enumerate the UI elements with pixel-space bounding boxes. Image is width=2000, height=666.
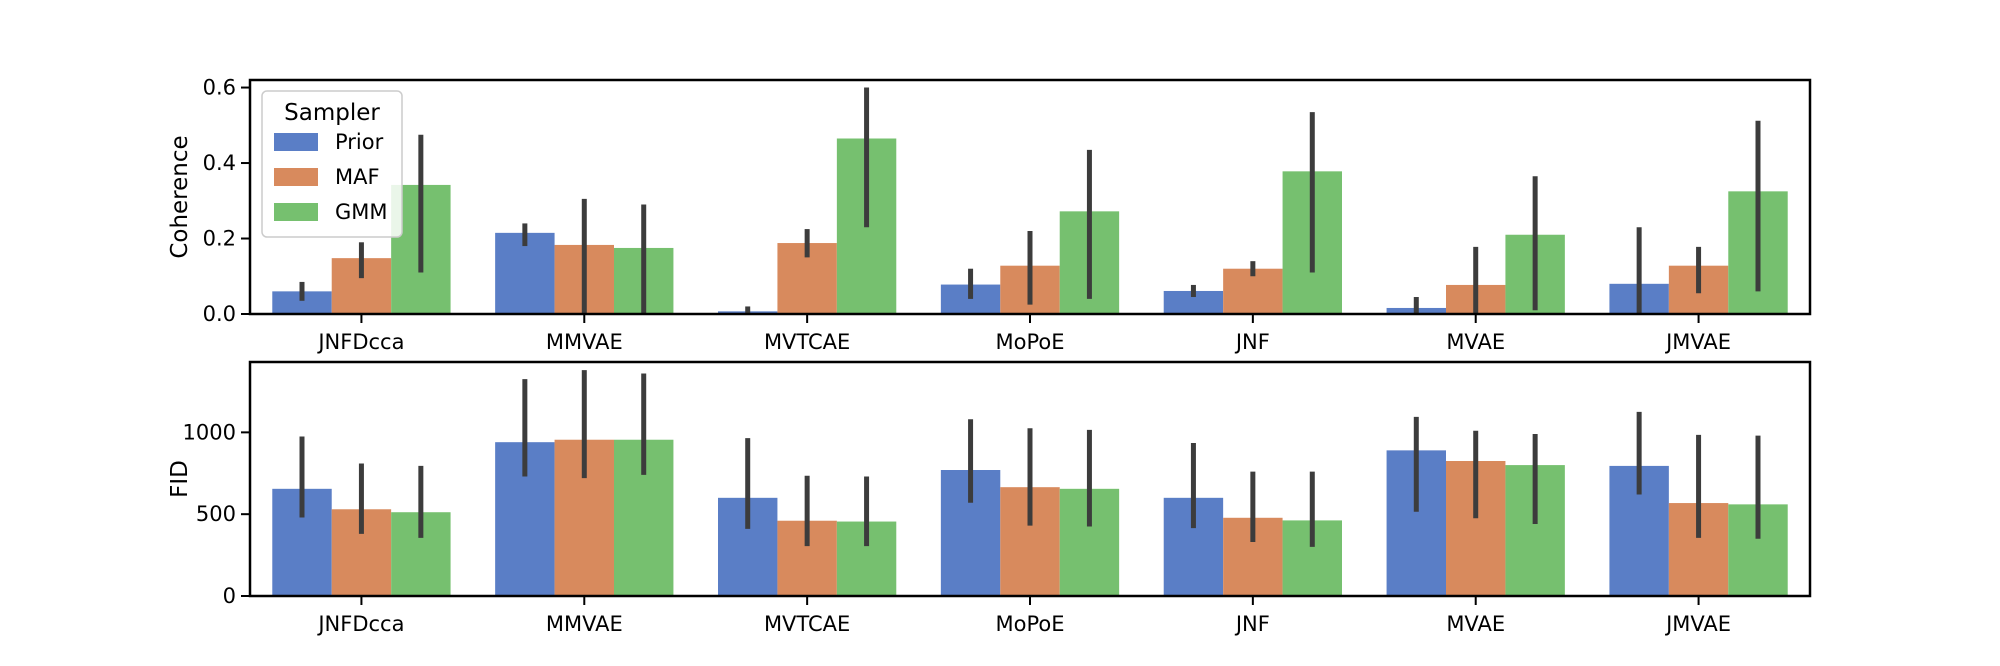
x-tick-label: JNF [1234, 612, 1270, 636]
x-tick-label: MVTCAE [764, 612, 850, 636]
bar-prior-mmvae [495, 232, 555, 314]
legend-swatch-gmm [274, 203, 318, 221]
y-axis-label: FID [167, 460, 193, 498]
legend-title: Sampler [284, 100, 380, 126]
fid-panel: 0 500 1000 JNFDcca MMVAE MVTCAE MoPoE JNF MVAE JM… [167, 360, 1812, 636]
y-tick-label: 1000 [183, 420, 236, 444]
bar-prior-jnf [1163, 290, 1224, 314]
x-tick-label: JNF [1234, 330, 1270, 354]
legend-label-prior: Prior [335, 130, 384, 154]
legend-label-gmm: GMM [335, 200, 388, 224]
legend: Sampler Prior MAF GMM [261, 90, 403, 238]
x-tick-label: JNFDcca [316, 330, 404, 354]
y-axis-label: Coherence [167, 135, 193, 258]
y-tick-label: 0 [223, 584, 236, 608]
x-tick-label: MMVAE [546, 330, 623, 354]
bar-prior-jnfdcca [272, 291, 332, 314]
legend-swatch-maf [274, 168, 318, 186]
y-tick-label: 0.0 [203, 302, 236, 326]
x-tick-label: MoPoE [996, 612, 1065, 636]
legend-label-maf: MAF [335, 165, 380, 189]
legend-box [261, 90, 403, 238]
y-tick-label: 0.6 [203, 76, 236, 100]
x-tick-label: MMVAE [546, 612, 623, 636]
x-tick-label: MoPoE [996, 330, 1065, 354]
x-tick-label: JNFDcca [316, 612, 404, 636]
x-tick-label: JMVAE [1664, 330, 1731, 354]
legend-swatch-prior [274, 133, 318, 151]
coherence-panel: 0.0 0.2 0.4 0.6 JNFDcca MMVAE MVTCAE MoPoE JNF MV… [167, 76, 1812, 354]
y-tick-label: 500 [196, 502, 236, 526]
x-tick-label: MVAE [1446, 330, 1505, 354]
y-tick-label: 0.2 [203, 227, 236, 251]
x-tick-label: MVTCAE [764, 330, 850, 354]
x-tick-label: JMVAE [1664, 612, 1731, 636]
x-tick-label: MVAE [1446, 612, 1505, 636]
y-tick-label: 0.4 [203, 151, 236, 175]
